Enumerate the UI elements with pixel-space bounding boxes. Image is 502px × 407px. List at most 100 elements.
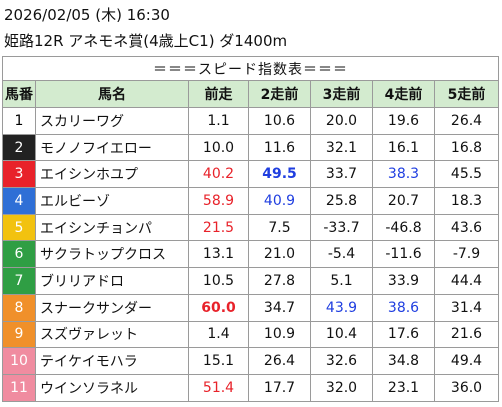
horse-number: 6 [2, 240, 36, 269]
speed-index: 32.1 [310, 133, 373, 162]
speed-index: 34.7 [248, 293, 311, 322]
speed-index: -7.9 [434, 240, 499, 269]
speed-index: 19.6 [372, 107, 435, 135]
speed-index: 51.4 [188, 373, 249, 402]
speed-index: 20.7 [372, 187, 435, 215]
speed-index: 13.1 [188, 240, 249, 269]
speed-index: 58.9 [188, 187, 249, 215]
column-header: 3走前 [310, 80, 373, 108]
horse-number: 11 [2, 373, 36, 402]
horse-number: 4 [2, 187, 36, 215]
column-header: 前走 [188, 80, 249, 108]
speed-index: 43.9 [310, 293, 373, 322]
speed-index-table: ＝＝＝スピード指数表＝＝＝ 馬番 馬名 前走 2走前 3走前 4走前 5走前 1 スカリーワグ… [2, 56, 499, 402]
speed-index: 7.5 [248, 213, 311, 242]
horse-number: 2 [2, 133, 36, 162]
speed-index: 27.8 [248, 267, 311, 295]
speed-index: 44.4 [434, 267, 499, 295]
speed-index: 1.4 [188, 320, 249, 349]
horse-name: ブリリアドロ [35, 267, 189, 295]
title-row: ＝＝＝スピード指数表＝＝＝ [2, 56, 499, 81]
speed-index: 16.1 [372, 133, 435, 162]
speed-index: 40.2 [188, 160, 249, 189]
speed-index: 33.9 [372, 267, 435, 295]
column-header: 5走前 [434, 80, 499, 108]
horse-name: エルビーゾ [35, 187, 189, 215]
speed-index: 17.6 [372, 320, 435, 349]
speed-index: -33.7 [310, 213, 373, 242]
horse-name: モノノフイエロー [35, 133, 189, 162]
horse-row: 4 エルビーゾ 58.9 40.9 25.8 20.7 18.3 [2, 187, 499, 215]
horse-name: テイケイモハラ [35, 347, 189, 375]
column-header: 2走前 [248, 80, 311, 108]
horse-number: 3 [2, 160, 36, 189]
speed-index: 5.1 [310, 267, 373, 295]
speed-index: 60.0 [188, 293, 249, 322]
race-info: 姫路12R アネモネ賞(4歳上C1) ダ1400m [4, 32, 288, 50]
speed-index: 10.0 [188, 133, 249, 162]
speed-index: 21.6 [434, 320, 499, 349]
horse-row: 2 モノノフイエロー 10.0 11.6 32.1 16.1 16.8 [2, 133, 499, 162]
horse-number: 7 [2, 267, 36, 295]
speed-index: 10.5 [188, 267, 249, 295]
horse-name: サクラトップクロス [35, 240, 189, 269]
table-body: ＝＝＝スピード指数表＝＝＝ 馬番 馬名 前走 2走前 3走前 4走前 5走前 1 スカリーワグ… [2, 56, 499, 402]
horse-row: 5 エイシンチョンパ 21.5 7.5 -33.7 -46.8 43.6 [2, 213, 499, 242]
speed-index: 23.1 [372, 373, 435, 402]
speed-index: 10.9 [248, 320, 311, 349]
speed-index: 26.4 [248, 347, 311, 375]
horse-row: 10 テイケイモハラ 15.1 26.4 32.6 34.8 49.4 [2, 347, 499, 375]
speed-index: 18.3 [434, 187, 499, 215]
horse-number: 10 [2, 347, 36, 375]
speed-index: 45.5 [434, 160, 499, 189]
speed-index: 31.4 [434, 293, 499, 322]
speed-index: 10.4 [310, 320, 373, 349]
horse-name: エイシンチョンパ [35, 213, 189, 242]
horse-name: ウインソラネル [35, 373, 189, 402]
speed-index: 38.3 [372, 160, 435, 189]
horse-name: スナークサンダー [35, 293, 189, 322]
speed-index: 10.6 [248, 107, 311, 135]
speed-index: 25.8 [310, 187, 373, 215]
speed-index: 26.4 [434, 107, 499, 135]
horse-name: スズヴァレット [35, 320, 189, 349]
horse-name: スカリーワグ [35, 107, 189, 135]
speed-index: 1.1 [188, 107, 249, 135]
horse-row: 8 スナークサンダー 60.0 34.7 43.9 38.6 31.4 [2, 293, 499, 322]
speed-index: 32.6 [310, 347, 373, 375]
speed-index: 43.6 [434, 213, 499, 242]
speed-index: 21.5 [188, 213, 249, 242]
column-header: 馬番 [2, 80, 36, 108]
speed-index: 34.8 [372, 347, 435, 375]
horse-row: 7 ブリリアドロ 10.5 27.8 5.1 33.9 44.4 [2, 267, 499, 295]
speed-index: 33.7 [310, 160, 373, 189]
speed-index: -5.4 [310, 240, 373, 269]
column-header: 4走前 [372, 80, 435, 108]
horse-number: 8 [2, 293, 36, 322]
horse-number: 1 [2, 107, 36, 135]
speed-index: -11.6 [372, 240, 435, 269]
speed-index: 17.7 [248, 373, 311, 402]
horse-row: 3 エイシンホユプ 40.2 49.5 33.7 38.3 45.5 [2, 160, 499, 189]
horse-name: エイシンホユプ [35, 160, 189, 189]
date-time: 2026/02/05 (木) 16:30 [4, 6, 170, 24]
horse-number: 9 [2, 320, 36, 349]
speed-index: -46.8 [372, 213, 435, 242]
column-header: 馬名 [35, 80, 189, 108]
speed-index: 20.0 [310, 107, 373, 135]
table-title: ＝＝＝スピード指数表＝＝＝ [2, 56, 499, 81]
header-row: 馬番 馬名 前走 2走前 3走前 4走前 5走前 [2, 80, 499, 108]
speed-index: 11.6 [248, 133, 311, 162]
speed-index: 49.5 [248, 160, 311, 189]
horse-row: 9 スズヴァレット 1.4 10.9 10.4 17.6 21.6 [2, 320, 499, 349]
horse-row: 1 スカリーワグ 1.1 10.6 20.0 19.6 26.4 [2, 107, 499, 135]
horse-number: 5 [2, 213, 36, 242]
speed-index: 40.9 [248, 187, 311, 215]
speed-index: 36.0 [434, 373, 499, 402]
horse-row: 6 サクラトップクロス 13.1 21.0 -5.4 -11.6 -7.9 [2, 240, 499, 269]
speed-index: 15.1 [188, 347, 249, 375]
speed-index: 32.0 [310, 373, 373, 402]
speed-index: 16.8 [434, 133, 499, 162]
speed-index: 38.6 [372, 293, 435, 322]
